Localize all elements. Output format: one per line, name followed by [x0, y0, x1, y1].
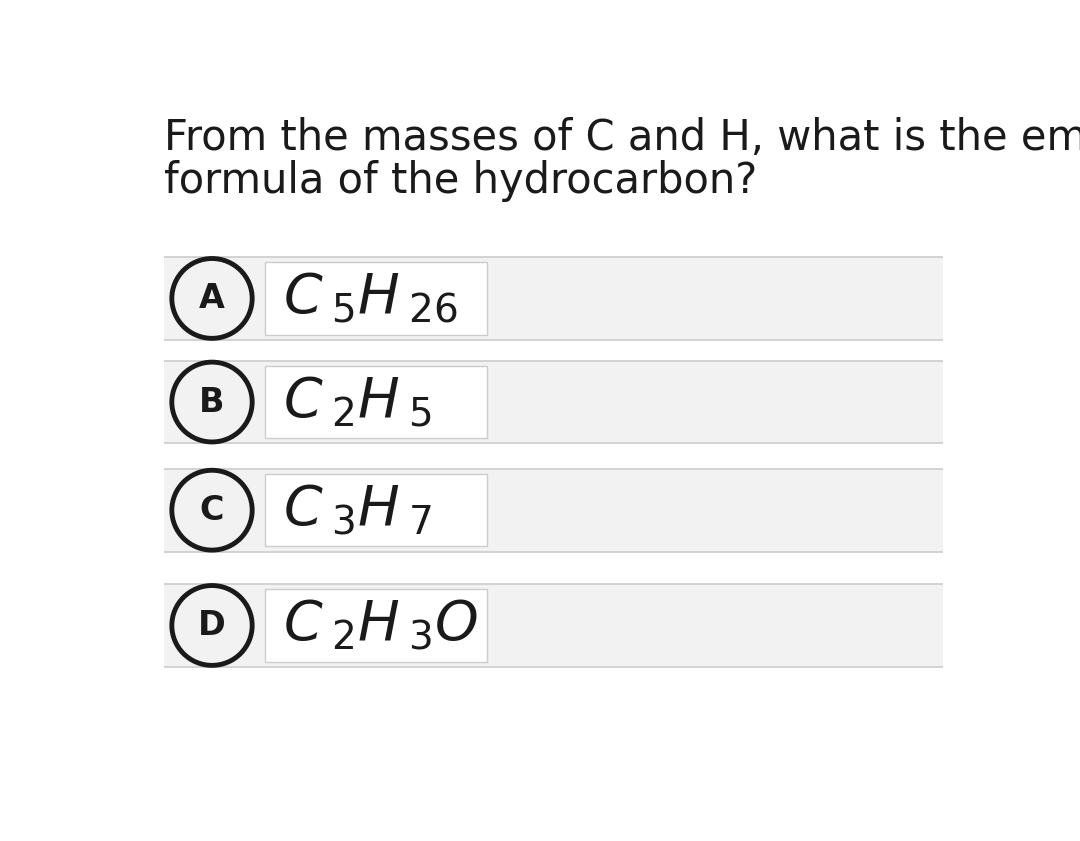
FancyBboxPatch shape — [265, 474, 486, 547]
Text: From the masses of C and H, what is the empirical: From the masses of C and H, what is the … — [164, 117, 1080, 159]
FancyBboxPatch shape — [164, 468, 943, 552]
Text: C: C — [200, 494, 225, 526]
FancyBboxPatch shape — [164, 361, 943, 443]
FancyBboxPatch shape — [265, 262, 486, 335]
Text: A: A — [199, 282, 225, 315]
Text: formula of the hydrocarbon?: formula of the hydrocarbon? — [164, 161, 757, 203]
Text: $\mathit{C}\,_{5}\mathit{H}\,_{26}$: $\mathit{C}\,_{5}\mathit{H}\,_{26}$ — [283, 272, 458, 325]
Text: $\mathit{C}\,_{2}\mathit{H}\,_{5}$: $\mathit{C}\,_{2}\mathit{H}\,_{5}$ — [283, 375, 432, 429]
Text: D: D — [198, 609, 226, 642]
FancyBboxPatch shape — [265, 366, 486, 438]
FancyBboxPatch shape — [164, 257, 943, 340]
FancyBboxPatch shape — [164, 584, 943, 667]
Text: B: B — [199, 385, 225, 419]
FancyBboxPatch shape — [265, 590, 486, 662]
Text: $\mathit{C}\,_{3}\mathit{H}\,_{7}$: $\mathit{C}\,_{3}\mathit{H}\,_{7}$ — [283, 483, 432, 537]
Text: $\mathit{C}\,_{2}\mathit{H}\,_{3}\mathit{O}$: $\mathit{C}\,_{2}\mathit{H}\,_{3}\mathit… — [283, 598, 478, 653]
